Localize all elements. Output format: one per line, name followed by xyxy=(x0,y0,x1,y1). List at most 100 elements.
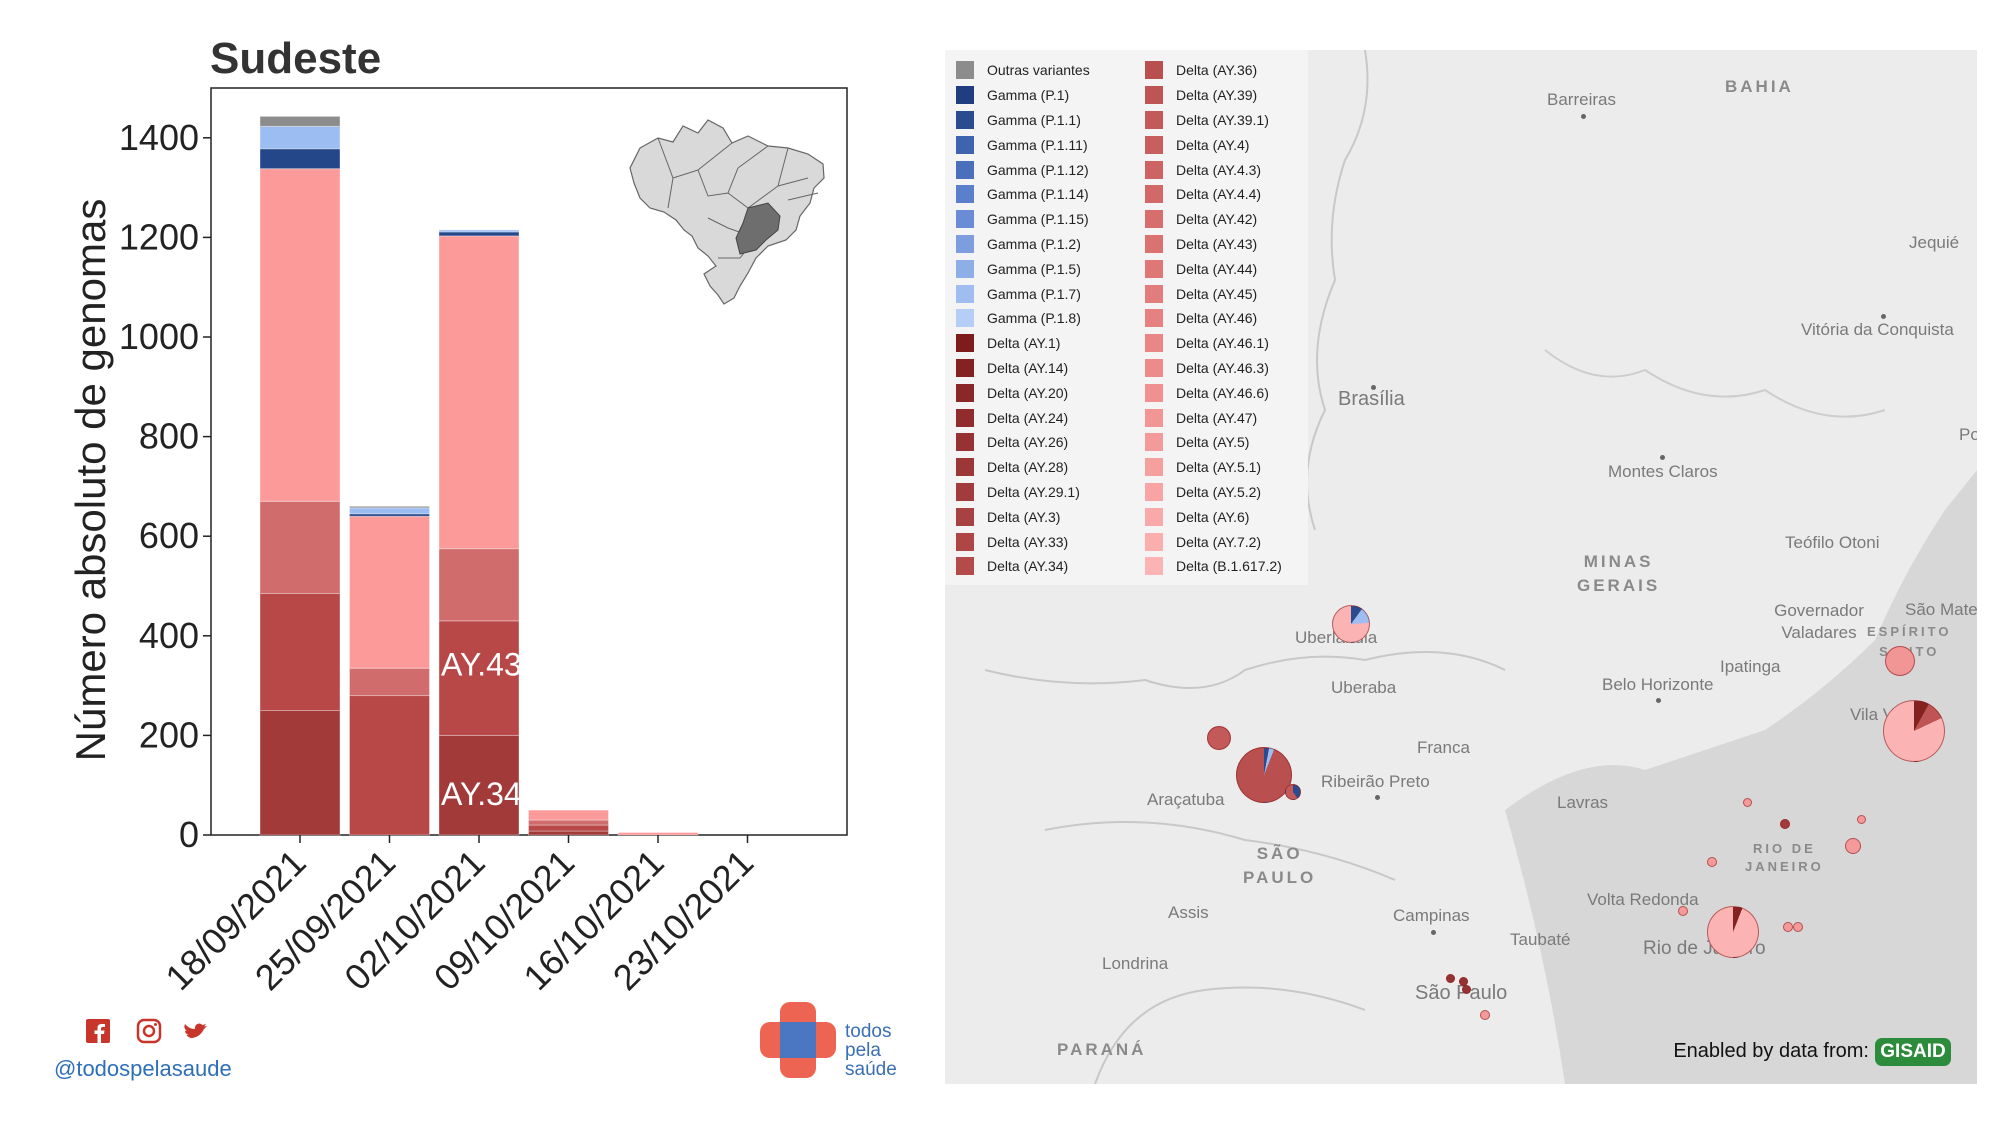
legend-label: Gamma (P.1.2) xyxy=(987,235,1081,252)
pie-marker[interactable] xyxy=(1707,857,1717,867)
legend-swatch xyxy=(956,61,974,80)
pie-marker[interactable] xyxy=(1793,922,1803,932)
legend-label: Delta (AY.47) xyxy=(1176,409,1258,426)
pie-marker[interactable] xyxy=(1783,922,1793,932)
social-icons xyxy=(86,1018,207,1044)
legend-item: Delta (AY.6) xyxy=(1145,504,1282,529)
pie-marker[interactable] xyxy=(1480,1010,1490,1020)
legend-item: Delta (AY.43) xyxy=(1145,232,1282,257)
pie-marker[interactable] xyxy=(1780,819,1790,829)
place-volta-redonda: Volta Redonda xyxy=(1587,890,1699,909)
legend-label: Delta (AY.6) xyxy=(1176,508,1250,525)
region-parana: PARANÁ xyxy=(1057,1040,1147,1059)
place-jequie: Jequié xyxy=(1909,233,1960,252)
bar-segment xyxy=(528,809,609,821)
pie-marker-sao-jose-do-rio-preto[interactable] xyxy=(1236,747,1292,803)
legend-label: Delta (AY.4.4) xyxy=(1176,186,1262,203)
legend-swatch xyxy=(956,557,974,576)
legend-column-2: Delta (AY.36) Delta (AY.39) Delta (AY.39.1… xyxy=(1145,58,1282,579)
city-dot xyxy=(1881,314,1886,319)
legend-item: Delta (AY.28) xyxy=(956,455,1090,480)
legend-label: Delta (AY.3) xyxy=(987,508,1061,525)
legend-swatch xyxy=(956,210,974,229)
y-tick-label: 800 xyxy=(139,416,199,457)
legend-item: Delta (AY.5.1) xyxy=(1145,455,1282,480)
pie-marker[interactable] xyxy=(1857,815,1866,824)
place-montes-claros: Montes Claros xyxy=(1608,462,1718,481)
place-sao-paulo: São Paulo xyxy=(1415,982,1508,1004)
bar-segment xyxy=(259,168,341,502)
place-belo-horizonte: Belo Horizonte xyxy=(1602,675,1714,694)
twitter-icon[interactable] xyxy=(184,1023,207,1039)
bar-segment xyxy=(349,667,430,697)
legend-item: Delta (AY.33) xyxy=(956,529,1090,554)
legend-item: Delta (AY.5.2) xyxy=(1145,480,1282,505)
pie-marker[interactable] xyxy=(1885,646,1915,676)
place-campinas: Campinas xyxy=(1393,906,1470,925)
legend-swatch xyxy=(956,334,974,353)
legend-swatch xyxy=(1145,185,1163,204)
legend-label: Gamma (P.1.12) xyxy=(987,161,1089,178)
y-tick-label: 200 xyxy=(139,714,199,755)
legend-label: Outras variantes xyxy=(987,62,1090,79)
legend-item: Gamma (P.1.2) xyxy=(956,232,1090,257)
legend-label: Delta (AY.7.2) xyxy=(1176,533,1262,550)
facebook-icon[interactable] xyxy=(86,1019,110,1043)
legend-swatch xyxy=(956,86,974,105)
legend-swatch xyxy=(1145,135,1163,154)
bar-segment xyxy=(349,505,430,509)
city-dot xyxy=(1431,930,1436,935)
pie-marker[interactable] xyxy=(1678,906,1688,916)
pie-marker[interactable] xyxy=(1845,838,1861,854)
legend-item: Delta (AY.4.4) xyxy=(1145,182,1282,207)
legend-item: Delta (AY.4.3) xyxy=(1145,157,1282,182)
variant-legend: Outras variantes Gamma (P.1) Gamma (P.1.1)… xyxy=(945,50,1308,585)
legend-item: Gamma (P.1.1) xyxy=(956,108,1090,133)
legend-label: Gamma (P.1.14) xyxy=(987,186,1089,203)
region-minas-gerais: MINAS GERAIS xyxy=(1577,552,1661,595)
place-po: Po xyxy=(1959,425,1977,444)
city-dot xyxy=(1371,385,1376,390)
legend-label: Gamma (P.1.11) xyxy=(987,136,1088,153)
todos-pela-saude-logo-icon xyxy=(760,1002,836,1078)
social-handle[interactable]: @todospelasaude xyxy=(54,1056,232,1081)
gisaid-logo[interactable]: GISAID xyxy=(1875,1038,1951,1066)
place-teofilo-otoni: Teófilo Otoni xyxy=(1785,533,1880,552)
legend-item: Delta (AY.39.1) xyxy=(1145,108,1282,133)
chart-title: Sudeste xyxy=(210,34,381,83)
pie-marker[interactable] xyxy=(1743,798,1752,807)
pie-marker-uberlandia[interactable] xyxy=(1332,605,1370,643)
legend-swatch xyxy=(1145,160,1163,179)
legend-swatch xyxy=(1145,210,1163,229)
pie-marker[interactable] xyxy=(1285,784,1301,800)
bar-segment xyxy=(259,500,341,594)
pie-marker[interactable] xyxy=(1207,726,1231,750)
legend-item: Gamma (P.1.12) xyxy=(956,157,1090,182)
legend-label: Delta (AY.33) xyxy=(987,533,1069,550)
legend-label: Gamma (P.1.7) xyxy=(987,285,1081,302)
pie-marker-rio-de-janeiro[interactable] xyxy=(1707,906,1759,958)
pie-marker[interactable] xyxy=(1446,974,1455,983)
place-barreiras: Barreiras xyxy=(1547,90,1616,109)
brand-line-3: saúde xyxy=(845,1059,897,1080)
city-dot xyxy=(1660,455,1665,460)
legend-swatch xyxy=(956,482,974,501)
legend-label: Delta (AY.34) xyxy=(987,558,1069,575)
legend-item: Delta (AY.46.6) xyxy=(1145,380,1282,405)
instagram-icon[interactable] xyxy=(136,1018,162,1044)
pie-marker-vila-velha[interactable] xyxy=(1883,700,1945,762)
legend-item: Gamma (P.1) xyxy=(956,83,1090,108)
legend-swatch xyxy=(1145,408,1163,427)
map-panel[interactable]: Outras variantes Gamma (P.1) Gamma (P.1.1)… xyxy=(945,50,1977,1084)
bar-segment xyxy=(438,734,520,836)
place-ribeirao-preto: Ribeirão Preto xyxy=(1321,772,1430,791)
bar-segment xyxy=(349,515,430,669)
legend-item: Delta (AY.14) xyxy=(956,356,1090,381)
legend-swatch xyxy=(1145,482,1163,501)
legend-label: Delta (AY.5.2) xyxy=(1176,483,1262,500)
legend-swatch xyxy=(1145,383,1163,402)
y-tick-label: 600 xyxy=(139,515,199,556)
legend-label: Delta (AY.42) xyxy=(1176,211,1258,228)
pie-marker[interactable] xyxy=(1462,985,1471,994)
legend-item: Gamma (P.1.14) xyxy=(956,182,1090,207)
